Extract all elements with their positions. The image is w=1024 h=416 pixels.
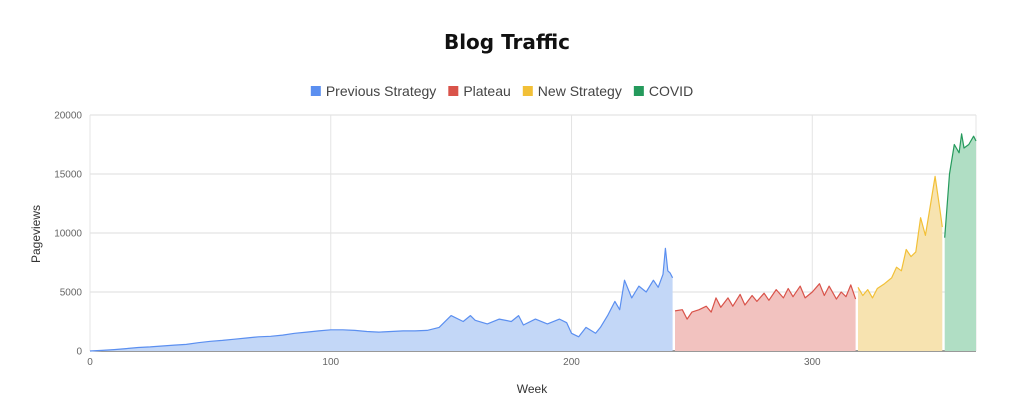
series-area-2 — [858, 176, 943, 351]
y-tick-label: 0 — [76, 347, 82, 358]
series-area-3 — [944, 133, 976, 351]
axis-ticks: 0 5000 10000 15000 20000 0 100 200 300 — [54, 111, 821, 369]
legend-swatch-1 — [448, 86, 459, 96]
y-tick-label: 5000 — [60, 288, 83, 299]
y-tick-label: 15000 — [54, 170, 82, 181]
x-tick-label: 200 — [563, 357, 580, 368]
chart-title: Blog Traffic — [444, 30, 570, 54]
y-tick-label: 20000 — [54, 111, 82, 122]
legend-swatch-2 — [522, 86, 533, 96]
series-line-1 — [674, 283, 857, 320]
legend-label: Plateau — [463, 83, 510, 99]
series-line-3 — [944, 133, 977, 238]
legend-label: COVID — [649, 83, 693, 99]
legend: Previous Strategy Plateau New Strategy COVI… — [310, 83, 693, 99]
series-area-0 — [90, 248, 673, 351]
x-tick-label: 300 — [804, 357, 821, 368]
plot-area — [89, 133, 977, 352]
x-axis-label: Week — [517, 382, 548, 396]
series-line-0 — [89, 247, 674, 352]
y-tick-label: 10000 — [54, 229, 82, 240]
series-line-2 — [857, 175, 943, 299]
legend-label: Previous Strategy — [326, 83, 437, 99]
legend-swatch-3 — [633, 86, 644, 96]
legend-swatch-0 — [310, 86, 321, 96]
legend-label: New Strategy — [538, 83, 622, 99]
x-tick-label: 100 — [322, 357, 339, 368]
x-tick-label: 0 — [87, 357, 93, 368]
series-area-1 — [675, 283, 856, 351]
y-axis-label: Pageviews — [29, 205, 43, 263]
